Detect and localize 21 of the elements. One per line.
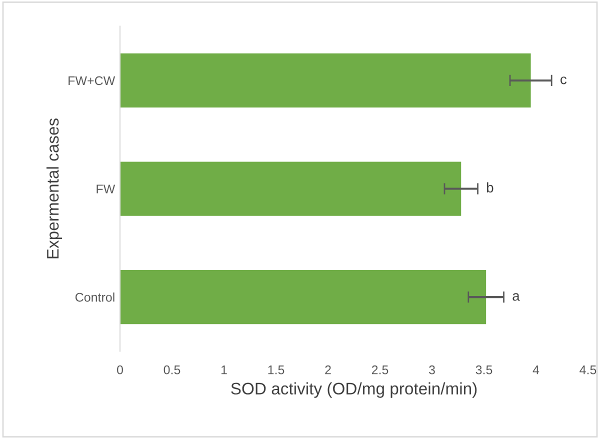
x-tick-label: 4 [532, 366, 540, 374]
y-tick-label: Control [75, 292, 114, 302]
annotation: b [486, 182, 494, 192]
x-tick-label: 3.5 [476, 365, 492, 374]
bar [120, 162, 462, 216]
x-tick-label: 1 [221, 366, 227, 374]
x-tick-label: 2.5 [372, 365, 388, 374]
bar [120, 53, 531, 108]
y-tick-label: FW [96, 184, 116, 194]
y-axis-title: Expermental cases [46, 118, 62, 258]
annotation: a [512, 293, 520, 301]
x-tick-label: 0 [117, 365, 123, 374]
annotation: c [560, 76, 567, 84]
x-tick-label: 0.5 [164, 365, 180, 374]
x-tick-label: 4.5 [580, 366, 596, 374]
x-tick-label: 1.5 [268, 366, 284, 374]
x-tick-label: 2 [325, 365, 331, 374]
x-axis-title: SOD activity (OD/mg protein/min) [231, 382, 477, 398]
bar [120, 270, 486, 324]
y-tick-label: FW+CW [68, 76, 116, 86]
x-tick-label: 3 [429, 365, 435, 374]
